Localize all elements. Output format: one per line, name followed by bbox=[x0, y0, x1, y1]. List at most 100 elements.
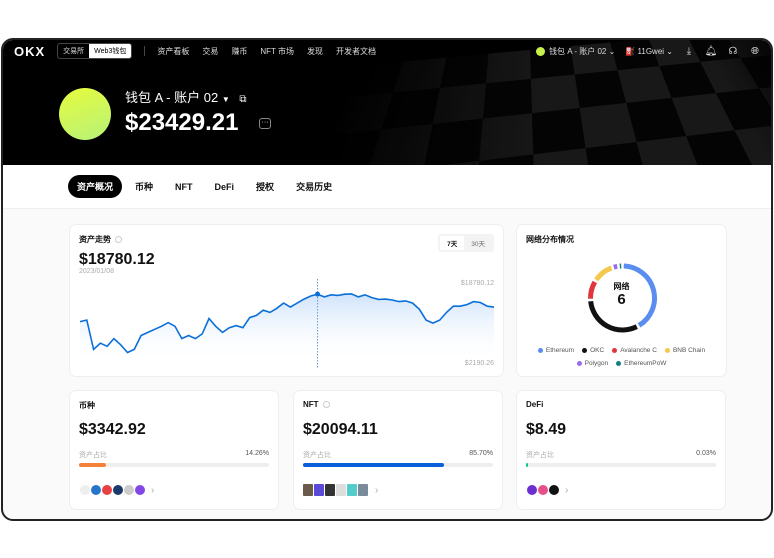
legend-dot bbox=[616, 360, 622, 366]
token-icon bbox=[134, 484, 146, 496]
card-title: DeFi bbox=[526, 400, 544, 409]
trend-line bbox=[79, 293, 495, 354]
nav-dashboard[interactable]: 资产看板 bbox=[157, 46, 190, 56]
legend-row: Ethereum OKC Avalanche C BNB Chain bbox=[517, 347, 726, 354]
caret-down-icon: ▼ bbox=[221, 95, 230, 104]
nft-thumbnail bbox=[303, 484, 313, 496]
donut-slice-ethereum[interactable] bbox=[623, 263, 657, 328]
donut-slice-bnb-chain[interactable] bbox=[594, 265, 613, 282]
share-label: 资产占比 bbox=[79, 452, 107, 459]
trend-title: 资产走势 bbox=[79, 234, 122, 245]
tab-tokens[interactable]: 币种 bbox=[135, 182, 154, 192]
share-bar bbox=[79, 463, 269, 467]
min-label: $2190.26 bbox=[464, 360, 494, 367]
card-value: $8.49 bbox=[526, 421, 567, 438]
account-name: 钱包 A - 账户 02 bbox=[549, 46, 607, 56]
token-icon bbox=[548, 484, 560, 496]
gas-icon: ⛽ bbox=[625, 46, 636, 56]
legend-dot bbox=[582, 347, 588, 353]
nav-discover[interactable]: 发现 bbox=[306, 46, 323, 56]
chevron-right-icon[interactable]: › bbox=[565, 484, 569, 496]
legend-label: EthereumPoW bbox=[624, 360, 667, 367]
account-switcher[interactable]: 钱包 A - 账户 02 ▼ ⧉ bbox=[125, 87, 247, 106]
share-label: 资产占比 bbox=[303, 452, 331, 459]
tab-approvals[interactable]: 授权 bbox=[256, 182, 275, 192]
copy-icon[interactable]: ⧉ bbox=[239, 94, 247, 105]
okx-logo[interactable]: OKX bbox=[14, 43, 46, 59]
account-title: 钱包 A - 账户 02 bbox=[125, 90, 219, 105]
nft-thumbnail bbox=[325, 484, 335, 496]
range-30d[interactable]: 30天 bbox=[471, 241, 485, 248]
network-donut bbox=[588, 263, 657, 333]
legend-label: OKC bbox=[590, 347, 605, 354]
gas-selector[interactable]: ⛽ 11Gwei ⌄ bbox=[625, 46, 673, 56]
legend-dot bbox=[537, 347, 543, 353]
mode-switch: 交易所 Web3钱包 bbox=[57, 43, 133, 59]
card-title: 币种 bbox=[79, 401, 95, 410]
nav-nft-market[interactable]: NFT 市场 bbox=[260, 46, 294, 56]
trend-value: $18780.12 bbox=[79, 251, 155, 268]
web3-wallet-tab[interactable]: Web3钱包 bbox=[89, 44, 132, 58]
donut-slice-polygon[interactable] bbox=[613, 263, 618, 270]
legend-item: EthereumPoW bbox=[616, 360, 666, 367]
asset-icons: › bbox=[303, 484, 378, 496]
download-icon[interactable]: ⤓ bbox=[686, 45, 692, 57]
legend-row: Polygon EthereumPoW bbox=[517, 360, 726, 367]
card-value: $3342.92 bbox=[79, 421, 146, 438]
nft-thumbnail bbox=[314, 484, 324, 496]
divider bbox=[144, 46, 146, 56]
range-7d[interactable]: 7天 bbox=[440, 236, 465, 250]
legend-item: Avalanche C bbox=[612, 347, 657, 354]
legend-item: Polygon bbox=[576, 360, 609, 367]
nft-thumbnail bbox=[336, 484, 346, 496]
bell-icon[interactable]: 🔔︎ bbox=[704, 45, 718, 57]
wallet-avatar bbox=[59, 88, 111, 140]
legend-label: Polygon bbox=[584, 360, 609, 367]
more-icon[interactable]: ··· bbox=[259, 118, 271, 129]
exchange-tab[interactable]: 交易所 bbox=[63, 48, 85, 55]
tab-nft[interactable]: NFT bbox=[175, 181, 193, 192]
legend-dot bbox=[576, 360, 582, 366]
legend-item: Ethereum bbox=[537, 347, 575, 354]
trend-area bbox=[80, 293, 494, 363]
chevron-right-icon[interactable]: › bbox=[375, 484, 379, 496]
top-nav: OKX 交易所 Web3钱包 资产看板 交易 赚币 NFT 市场 发现 开发者文… bbox=[3, 40, 771, 62]
range-toggle: 7天 30天 bbox=[438, 234, 494, 252]
legend-label: BNB Chain bbox=[672, 347, 706, 354]
card-value: $20094.11 bbox=[303, 421, 378, 438]
share-percent: 85.70% bbox=[469, 450, 493, 457]
nav-trade[interactable]: 交易 bbox=[202, 46, 219, 56]
info-icon[interactable] bbox=[322, 401, 330, 409]
nft-card[interactable]: NFT $20094.11 资产占比 85.70% › bbox=[293, 390, 503, 510]
donut-slice-okc[interactable] bbox=[588, 300, 638, 333]
legend-label: Ethereum bbox=[545, 347, 575, 354]
donut-slice-avalanche-c[interactable] bbox=[588, 280, 598, 299]
asset-trend-card: 资产走势 $18780.12 2023/01/08 7天 30天 $18780.… bbox=[69, 224, 504, 377]
info-icon[interactable] bbox=[115, 236, 122, 244]
wallet-header: OKX 交易所 Web3钱包 资产看板 交易 赚币 NFT 市场 发现 开发者文… bbox=[3, 40, 771, 165]
nav-dev-docs[interactable]: 开发者文档 bbox=[335, 46, 376, 56]
account-selector[interactable]: 钱包 A - 账户 02 ⌄ bbox=[536, 46, 615, 57]
share-percent: 0.03% bbox=[696, 450, 716, 457]
app-window: OKX 交易所 Web3钱包 资产看板 交易 赚币 NFT 市场 发现 开发者文… bbox=[1, 38, 773, 521]
share-bar bbox=[303, 463, 493, 467]
network-count: 6 bbox=[617, 291, 626, 308]
share-bar-fill bbox=[79, 463, 107, 467]
defi-card[interactable]: DeFi $8.49 资产占比 0.03% › bbox=[516, 390, 726, 510]
tokens-card[interactable]: 币种 $3342.92 资产占比 14.26% › bbox=[69, 390, 279, 510]
hover-point[interactable] bbox=[315, 291, 321, 297]
nft-thumbnail bbox=[347, 484, 357, 496]
trend-chart[interactable] bbox=[70, 225, 505, 378]
chevron-right-icon[interactable]: › bbox=[151, 484, 155, 496]
tab-defi[interactable]: DeFi bbox=[214, 181, 235, 192]
globe-icon[interactable]: 🌐︎ bbox=[751, 45, 759, 57]
total-balance: $23429.21 bbox=[125, 109, 239, 136]
nav-earn[interactable]: 赚币 bbox=[231, 46, 248, 56]
headset-icon[interactable]: ☊ bbox=[728, 45, 738, 57]
share-percent: 14.26% bbox=[245, 450, 269, 457]
tab-bar: 资产概况 币种 NFT DeFi 授权 交易历史 bbox=[3, 165, 771, 209]
donut-label: 网络 bbox=[613, 282, 630, 291]
tab-overview[interactable]: 资产概况 bbox=[68, 175, 123, 198]
account-avatar bbox=[536, 46, 546, 56]
tab-history[interactable]: 交易历史 bbox=[296, 182, 333, 192]
